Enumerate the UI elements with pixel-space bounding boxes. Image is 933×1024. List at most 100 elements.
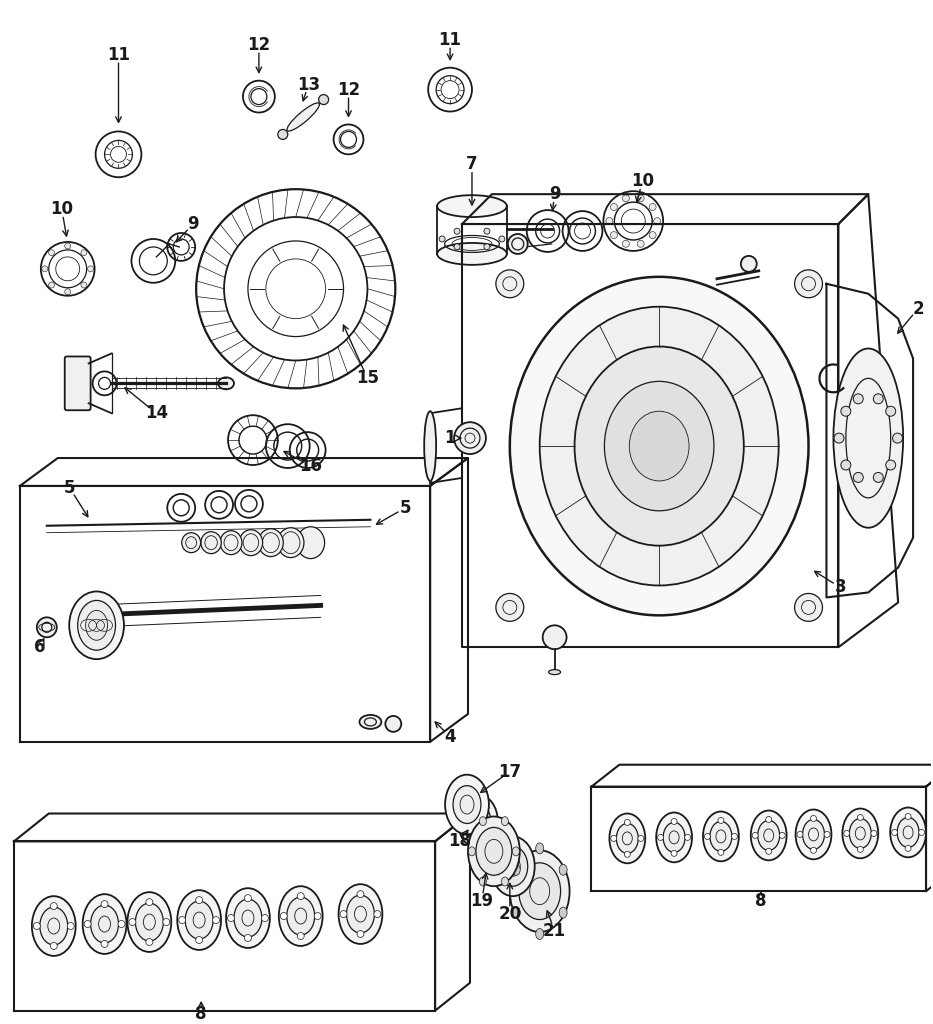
Circle shape — [49, 282, 54, 288]
Ellipse shape — [751, 811, 787, 860]
Circle shape — [196, 897, 202, 903]
Text: 9: 9 — [549, 185, 561, 203]
Ellipse shape — [359, 715, 382, 729]
Circle shape — [811, 847, 816, 853]
Circle shape — [610, 204, 618, 211]
Ellipse shape — [135, 903, 163, 941]
Circle shape — [779, 833, 786, 839]
Circle shape — [146, 899, 153, 905]
Circle shape — [146, 938, 153, 945]
Circle shape — [893, 433, 902, 443]
Ellipse shape — [491, 837, 535, 896]
Circle shape — [649, 231, 656, 239]
Ellipse shape — [849, 818, 871, 848]
Ellipse shape — [128, 892, 172, 952]
Ellipse shape — [519, 863, 561, 920]
Circle shape — [298, 893, 304, 900]
Circle shape — [892, 829, 898, 836]
Ellipse shape — [629, 412, 689, 481]
Text: 6: 6 — [35, 638, 46, 656]
Circle shape — [824, 831, 830, 838]
Circle shape — [228, 914, 234, 922]
Ellipse shape — [468, 816, 520, 886]
Circle shape — [766, 816, 772, 822]
Circle shape — [717, 817, 724, 823]
Ellipse shape — [218, 378, 234, 389]
Ellipse shape — [287, 102, 319, 131]
Circle shape — [610, 231, 618, 239]
Circle shape — [196, 937, 202, 943]
Circle shape — [101, 940, 108, 947]
Ellipse shape — [297, 526, 325, 559]
Text: 14: 14 — [145, 404, 168, 422]
Circle shape — [873, 394, 884, 403]
Text: 3: 3 — [835, 579, 846, 596]
Circle shape — [280, 912, 287, 920]
Circle shape — [795, 594, 823, 622]
Circle shape — [261, 914, 269, 922]
Ellipse shape — [278, 129, 287, 139]
Circle shape — [606, 217, 613, 224]
Circle shape — [731, 834, 737, 840]
Text: 5: 5 — [399, 499, 411, 517]
Circle shape — [905, 846, 912, 851]
Circle shape — [797, 831, 803, 838]
Circle shape — [244, 935, 251, 941]
Circle shape — [499, 236, 505, 242]
Text: 15: 15 — [355, 370, 379, 387]
Circle shape — [101, 901, 108, 907]
Ellipse shape — [239, 529, 262, 556]
Circle shape — [179, 916, 186, 924]
Circle shape — [857, 814, 863, 820]
Ellipse shape — [83, 894, 127, 954]
Circle shape — [484, 244, 490, 250]
Circle shape — [454, 422, 486, 454]
Circle shape — [622, 241, 630, 247]
Ellipse shape — [201, 531, 221, 554]
Text: 13: 13 — [297, 76, 320, 93]
Text: 21: 21 — [543, 922, 566, 940]
Circle shape — [298, 933, 304, 939]
Text: 7: 7 — [466, 156, 478, 173]
Circle shape — [611, 836, 617, 842]
Ellipse shape — [279, 886, 323, 946]
Ellipse shape — [438, 243, 507, 265]
Ellipse shape — [833, 348, 903, 527]
Ellipse shape — [559, 864, 567, 876]
Ellipse shape — [458, 795, 498, 848]
Circle shape — [671, 818, 677, 824]
Ellipse shape — [656, 812, 692, 862]
Circle shape — [81, 250, 87, 256]
Circle shape — [841, 460, 851, 470]
Ellipse shape — [453, 785, 480, 823]
Circle shape — [854, 394, 863, 403]
Circle shape — [766, 848, 772, 854]
Ellipse shape — [663, 822, 685, 852]
Ellipse shape — [758, 820, 780, 850]
Text: 4: 4 — [444, 728, 456, 745]
Text: 10: 10 — [631, 172, 654, 190]
Ellipse shape — [182, 532, 201, 553]
Circle shape — [340, 910, 347, 918]
Ellipse shape — [234, 899, 262, 937]
Text: 8: 8 — [755, 892, 767, 910]
Ellipse shape — [842, 809, 878, 858]
Circle shape — [81, 282, 87, 288]
Text: 10: 10 — [50, 200, 73, 218]
Ellipse shape — [609, 813, 646, 863]
Circle shape — [244, 895, 251, 901]
Circle shape — [129, 919, 136, 926]
Circle shape — [795, 270, 823, 298]
Circle shape — [50, 902, 57, 909]
Circle shape — [385, 716, 401, 732]
Circle shape — [841, 407, 851, 416]
Circle shape — [843, 830, 850, 837]
Ellipse shape — [512, 864, 521, 876]
Circle shape — [637, 195, 644, 202]
Circle shape — [834, 433, 844, 443]
Circle shape — [704, 834, 710, 840]
Ellipse shape — [512, 847, 520, 856]
Ellipse shape — [536, 929, 544, 939]
Ellipse shape — [480, 817, 486, 825]
Ellipse shape — [890, 808, 926, 857]
